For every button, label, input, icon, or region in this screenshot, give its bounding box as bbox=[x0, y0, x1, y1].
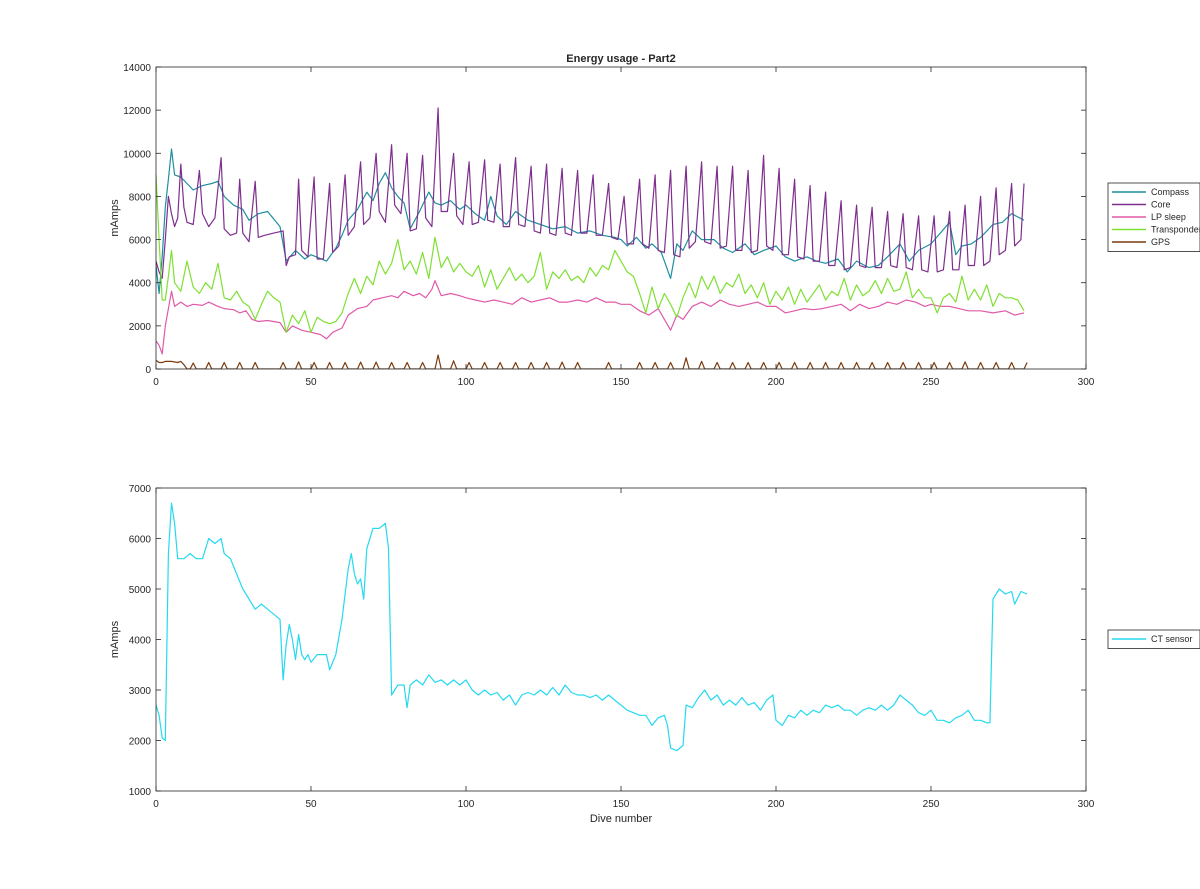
legend-label: GPS bbox=[1151, 237, 1170, 247]
legend-label: Compass bbox=[1151, 187, 1190, 197]
y-tick-label: 2000 bbox=[129, 737, 152, 748]
x-tick-label: 0 bbox=[153, 799, 159, 810]
legend-label: Transponder bbox=[1151, 225, 1200, 235]
x-tick-label: 100 bbox=[458, 799, 475, 810]
x-tick-label: 100 bbox=[458, 377, 475, 388]
y-tick-label: 4000 bbox=[129, 636, 152, 647]
y-tick-label: 6000 bbox=[129, 535, 152, 546]
y-tick-label: 7000 bbox=[129, 484, 152, 495]
series-line-lp-sleep bbox=[156, 280, 1025, 355]
x-tick-label: 250 bbox=[923, 377, 940, 388]
y-axis-label: mAmps bbox=[109, 199, 121, 237]
y-tick-label: 14000 bbox=[123, 63, 151, 74]
y-tick-label: 1000 bbox=[129, 787, 152, 798]
y-axis-label: mAmps bbox=[109, 620, 121, 658]
x-tick-label: 300 bbox=[1078, 799, 1095, 810]
x-tick-label: 50 bbox=[305, 799, 317, 810]
legend: Compass Core LP sleep Transponder GPS bbox=[1107, 182, 1200, 252]
plot-area bbox=[156, 502, 1028, 752]
x-tick-label: 200 bbox=[768, 377, 785, 388]
y-tick-label: 10000 bbox=[123, 149, 151, 160]
chart-1: 0 50 100 150 200 250 300 0 2000 4000 6000 8000 10000… bbox=[109, 53, 1200, 388]
series-line-transponder bbox=[156, 174, 1025, 333]
legend: CT sensor bbox=[1107, 629, 1200, 649]
x-tick-label: 300 bbox=[1078, 377, 1095, 388]
x-tick-label: 250 bbox=[923, 799, 940, 810]
y-tick-label: 4000 bbox=[129, 279, 152, 290]
y-tick-label: 3000 bbox=[129, 686, 152, 697]
x-tick-label: 0 bbox=[153, 377, 159, 388]
legend-box bbox=[1107, 629, 1200, 649]
y-tick-label: 2000 bbox=[129, 322, 152, 333]
x-tick-label: 150 bbox=[613, 377, 630, 388]
y-tick-label: 6000 bbox=[129, 236, 152, 247]
legend-label: Core bbox=[1151, 200, 1171, 210]
series-line-ct-sensor bbox=[156, 502, 1028, 752]
x-tick-label: 200 bbox=[768, 799, 785, 810]
series-line-core bbox=[156, 107, 1025, 279]
x-axis-label: Dive number bbox=[590, 813, 653, 825]
plot-area bbox=[156, 107, 1028, 369]
series-line-compass bbox=[156, 148, 1025, 295]
y-tick-label: 5000 bbox=[129, 585, 152, 596]
y-tick-label: 8000 bbox=[129, 192, 152, 203]
legend-label: LP sleep bbox=[1151, 212, 1186, 222]
x-tick-label: 150 bbox=[613, 799, 630, 810]
legend-label: CT sensor bbox=[1151, 634, 1192, 644]
chart-title: Energy usage - Part2 bbox=[566, 53, 675, 65]
series-line-gps bbox=[156, 354, 1028, 369]
x-tick-label: 50 bbox=[305, 377, 317, 388]
y-tick-label: 0 bbox=[145, 365, 151, 376]
axes-box bbox=[155, 487, 1087, 792]
y-tick-label: 12000 bbox=[123, 106, 151, 117]
chart-2: 0 50 100 150 200 250 300 1000 2000 3000 4000 5000 60… bbox=[109, 484, 1200, 825]
